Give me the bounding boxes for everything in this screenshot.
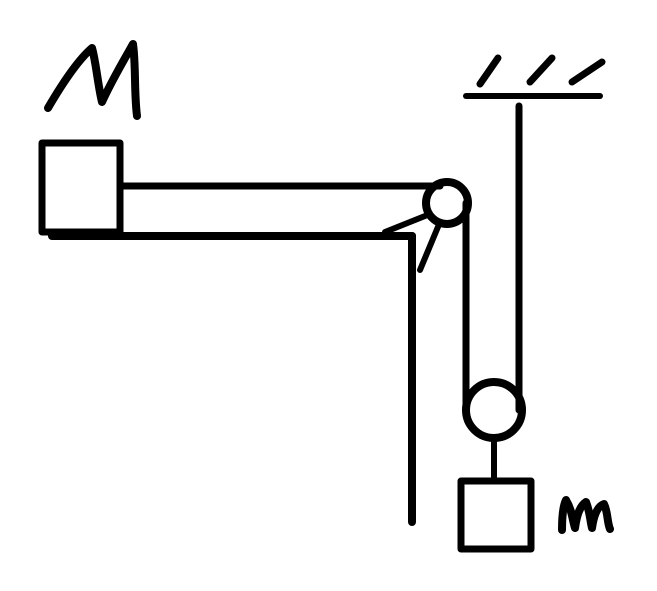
- movable-pulley: [462, 378, 526, 442]
- label-M-stroke: [44, 40, 141, 120]
- pulley-bracket: [382, 211, 443, 273]
- ceiling-support: [463, 54, 606, 99]
- ceiling-hatch-1: [476, 54, 502, 88]
- ceiling-hatch-2: [526, 54, 556, 86]
- table: [48, 232, 416, 526]
- block-m: [457, 477, 535, 553]
- edge-pulley: [422, 178, 472, 228]
- bracket-arm-left: [382, 211, 433, 235]
- ceiling-hatch-3: [568, 58, 606, 86]
- bracket-arm-down: [417, 219, 443, 273]
- label-m-stroke: [558, 496, 614, 534]
- block-M: [38, 139, 124, 236]
